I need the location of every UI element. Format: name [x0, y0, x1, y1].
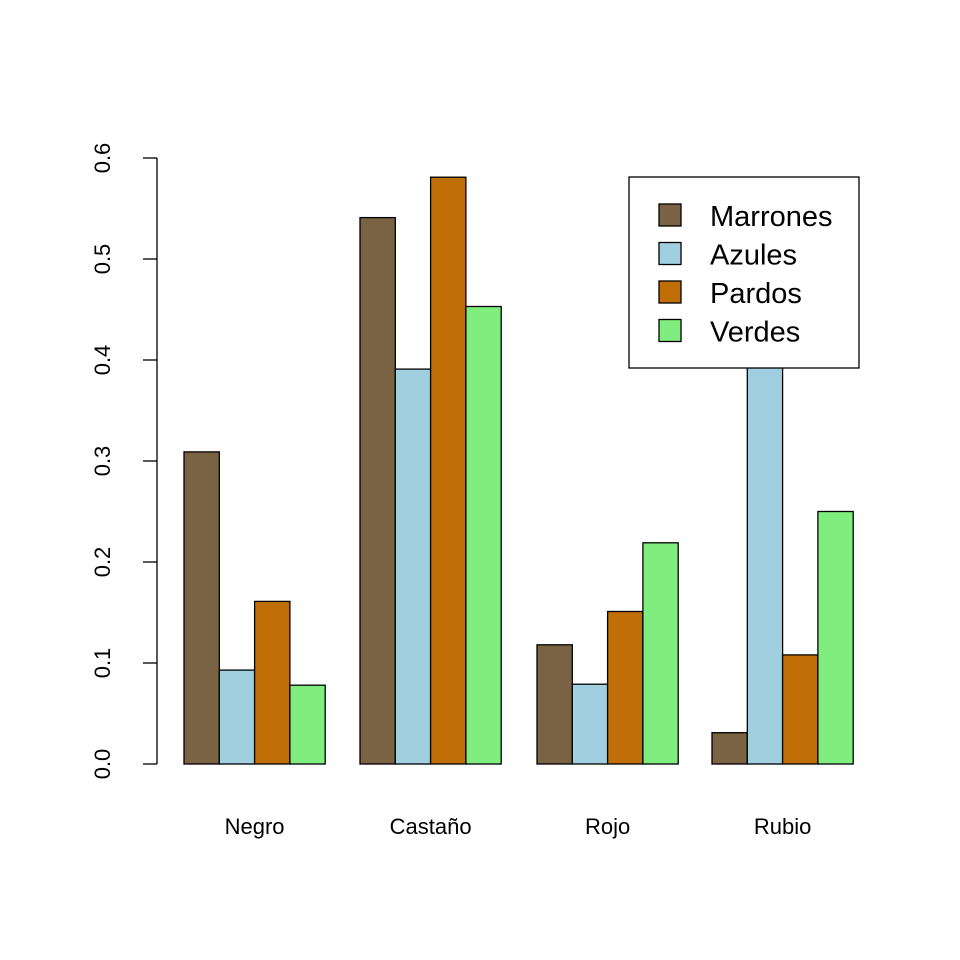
bar-negro-marrones [183, 451, 220, 765]
legend-label-verdes: Verdes [710, 317, 800, 349]
legend-swatch-marrones [658, 203, 682, 227]
bar-castano-pardos [429, 176, 467, 765]
y-axis: 0.0 0.1 0.2 0.3 0.4 0.5 0.6 [90, 143, 158, 780]
y-tick-label: 0.4 [90, 345, 115, 376]
bar-rojo-pardos [606, 610, 644, 765]
legend-label-pardos: Pardos [710, 278, 802, 310]
y-tick-label: 0.1 [90, 648, 115, 679]
bar-negro-verdes [289, 684, 326, 765]
legend-swatch-pardos [658, 280, 682, 304]
category-label-rojo: Rojo [585, 814, 630, 839]
bars-layer [183, 176, 854, 765]
y-tick-label: 0.3 [90, 446, 115, 477]
category-label-negro: Negro [225, 814, 285, 839]
bar-rojo-azules [571, 683, 609, 765]
bar-castano-azules [394, 368, 432, 765]
bar-castano-marrones [359, 216, 396, 765]
bar-negro-azules [218, 669, 256, 765]
y-tick-label: 0.2 [90, 547, 115, 578]
legend: Marrones Azules Pardos Verdes [628, 176, 860, 369]
bar-rubio-verdes [817, 510, 854, 765]
y-tick-label: 0.5 [90, 244, 115, 275]
bar-rojo-verdes [642, 542, 679, 765]
x-axis-category-labels: Negro Castaño Rojo Rubio [225, 814, 812, 839]
y-tick-label: 0.0 [90, 749, 115, 780]
category-label-castano: Castaño [390, 814, 472, 839]
category-label-rubio: Rubio [754, 814, 811, 839]
bar-rojo-marrones [536, 644, 573, 765]
legend-swatch-verdes [658, 318, 682, 343]
y-tick-label: 0.6 [90, 143, 115, 174]
legend-swatch-azules [658, 241, 682, 266]
legend-label-azules: Azules [710, 240, 797, 272]
bar-rubio-marrones [711, 732, 748, 765]
bar-castano-verdes [465, 305, 502, 765]
bar-negro-pardos [253, 600, 291, 765]
bar-rubio-azules [746, 320, 784, 765]
legend-label-marrones: Marrones [710, 201, 833, 233]
bar-rubio-pardos [781, 654, 819, 765]
